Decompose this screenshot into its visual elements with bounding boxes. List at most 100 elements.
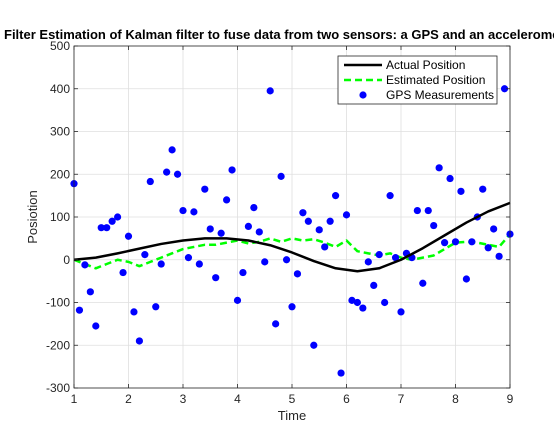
x-tick-label: 4	[234, 392, 241, 406]
actual-position-line	[73, 201, 511, 273]
gps-measurement-point	[342, 211, 351, 219]
series-layer	[70, 85, 514, 377]
x-tick-label: 8	[452, 392, 459, 406]
gps-measurement-point	[359, 304, 367, 312]
x-tick-label: 3	[180, 392, 187, 406]
y-tick-labels: -300 -200 -100 0 100 200 300 400 500	[46, 39, 70, 395]
gps-measurement-point	[288, 303, 296, 311]
gps-measurement-point	[484, 244, 492, 252]
legend-label-estimated: Estimated Position	[386, 73, 485, 87]
gps-measurement-point	[413, 206, 421, 215]
chart-title: Filter Estimation of Kalman filter to fu…	[4, 27, 554, 42]
gps-measurement-point	[190, 208, 198, 216]
x-tick-label: 1	[71, 392, 78, 406]
gps-measurement-point	[353, 298, 361, 307]
y-tick-label: 300	[50, 125, 70, 139]
gps-measurement-point	[386, 192, 394, 200]
gps-measurement-point	[141, 251, 149, 259]
legend-label-gps: GPS Measurements	[386, 88, 494, 102]
gps-measurement-point	[239, 268, 247, 277]
x-tick-label: 5	[289, 392, 296, 406]
x-tick-label: 2	[125, 392, 132, 406]
gps-measurement-point	[277, 172, 285, 180]
tick-marks	[73, 45, 511, 389]
gps-measurement-point	[424, 206, 432, 215]
gps-measurement-point	[500, 85, 509, 93]
gps-measurement-point	[157, 260, 165, 268]
gps-measurement-point	[391, 254, 400, 262]
gps-measurement-point	[495, 252, 503, 260]
gps-measurement-point	[419, 279, 427, 287]
gps-measurement-point	[321, 243, 329, 251]
gps-measurement-point	[233, 296, 242, 304]
gps-measurement-point	[163, 168, 171, 176]
estimated-position-line	[73, 233, 511, 270]
gps-measurement-point	[217, 229, 225, 237]
gps-measurement-point	[146, 177, 154, 186]
gps-measurement-point	[201, 185, 209, 193]
y-tick-label: -300	[46, 381, 70, 395]
gps-measurement-point	[332, 192, 340, 200]
gps-measurement-point	[223, 196, 231, 204]
gps-measurement-point	[179, 206, 187, 215]
gps-measurement-point	[435, 164, 443, 172]
gps-measurement-point	[97, 224, 105, 232]
gps-measurement-point	[479, 185, 487, 193]
y-tick-label: -100	[46, 296, 70, 310]
gps-measurement-point	[375, 251, 383, 259]
gps-measurement-point	[119, 268, 127, 277]
gps-measurement-point	[124, 232, 133, 240]
gps-measurement-point	[168, 146, 176, 154]
gps-measurement-point	[261, 258, 269, 266]
gps-measurement-point	[92, 322, 100, 330]
gps-measurement-point	[81, 261, 89, 269]
gps-measurement-point	[310, 341, 318, 349]
gps-measurement-point	[152, 303, 160, 311]
gps-measurement-point	[103, 224, 111, 232]
gps-measurement-point	[130, 308, 138, 316]
gps-measurement-point	[304, 217, 312, 225]
gps-measurement-point	[173, 170, 182, 178]
y-axis-label: Posiotion	[25, 190, 40, 243]
gps-measurement-point	[228, 166, 236, 174]
legend-marker-gps	[359, 91, 367, 99]
y-tick-label: 500	[50, 39, 70, 53]
gps-measurement-point	[348, 296, 356, 304]
gps-measurement-point	[299, 209, 307, 217]
gps-measurement-point	[370, 281, 378, 289]
gps-measurement-point	[108, 217, 116, 225]
gps-measurement-point	[462, 275, 470, 283]
y-tick-label: 0	[63, 253, 70, 267]
gps-measurement-point	[364, 258, 372, 266]
legend-label-actual: Actual Position	[386, 58, 465, 72]
x-tick-label: 7	[398, 392, 405, 406]
gps-measurement-point	[282, 256, 291, 264]
gps-measurement-point	[381, 298, 389, 307]
gps-measurement-point	[451, 238, 460, 246]
gps-measurement-point	[441, 239, 449, 247]
gps-measurement-point	[337, 369, 345, 377]
gps-measurement-point	[184, 254, 193, 262]
gps-measurement-point	[266, 87, 274, 95]
gps-measurement-point	[206, 225, 214, 233]
gps-measurement-point	[212, 274, 220, 282]
gps-measurement-point	[250, 203, 258, 212]
gps-measurement-point	[75, 306, 84, 314]
gps-measurement-point	[244, 222, 252, 231]
gps-measurement-point	[397, 308, 405, 316]
y-tick-label: 100	[50, 210, 70, 224]
legend: Actual Position Estimated Position GPS M…	[337, 55, 498, 105]
gps-measurement-point	[86, 288, 94, 296]
x-tick-label: 9	[507, 392, 514, 406]
y-tick-label: 200	[50, 167, 70, 181]
gps-measurement-point	[135, 337, 143, 345]
gps-measurement-point	[195, 260, 203, 268]
x-tick-label: 6	[343, 392, 350, 406]
gps-measurement-point	[293, 270, 302, 278]
gps-measurement-point	[272, 320, 280, 328]
gps-measurement-point	[255, 228, 263, 236]
gps-measurement-point	[114, 213, 122, 221]
gps-measurement-point	[446, 174, 454, 183]
gps-measurement-point	[326, 217, 334, 225]
